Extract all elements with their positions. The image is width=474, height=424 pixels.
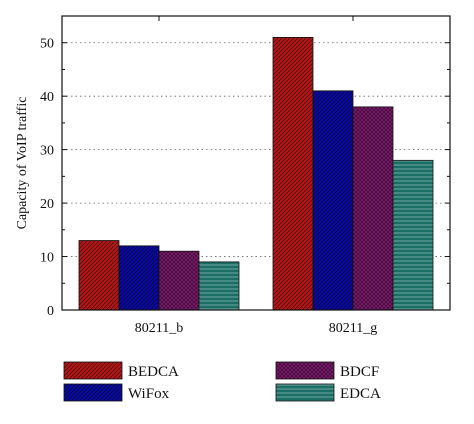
legend-swatch-wifox (63, 383, 123, 402)
y-tick-label: 0 (47, 304, 54, 319)
bar-wifox-0 (118, 245, 160, 311)
y-tick-label: 40 (40, 90, 54, 105)
x-tick-label: 80211_b (135, 321, 183, 336)
y-tick-label: 30 (40, 144, 54, 159)
legend-label-edca: EDCA (340, 386, 381, 402)
legend: BEDCA WiFox BDCF EDCA (63, 361, 381, 402)
bar-wifox-1 (312, 90, 354, 311)
grid-lines (62, 42, 450, 257)
bar-edca-0 (198, 261, 240, 311)
bar-bdcf-1 (352, 106, 394, 311)
legend-label-bdcf: BDCF (340, 364, 379, 380)
plot-frame (61, 15, 451, 311)
legend-swatch-bedca (63, 361, 123, 380)
y-tick-label: 20 (40, 197, 54, 212)
legend-label-bedca: BEDCA (128, 364, 179, 380)
legend-swatch-bdcf (275, 361, 335, 380)
bar-bdcf-0 (158, 250, 200, 311)
legend-label-wifox: WiFox (128, 386, 170, 402)
bar-bedca-0 (78, 240, 120, 311)
bar-bedca-1 (272, 36, 314, 311)
y-axis-label: Capacity of VoIP traffic (15, 97, 30, 230)
legend-swatch-edca (275, 383, 335, 402)
y-tick-label: 50 (40, 37, 54, 52)
axes: 0 10 20 30 40 50 80211_b 80211_g (40, 16, 450, 336)
bar-edca-1 (392, 159, 434, 311)
x-tick-label: 80211_g (329, 321, 377, 336)
y-tick-label: 10 (40, 251, 54, 266)
bars (78, 36, 434, 311)
